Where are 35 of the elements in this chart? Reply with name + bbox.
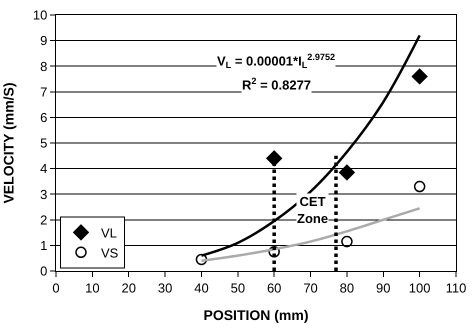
y-axis-title: VELOCITY (mm/S): [0, 82, 17, 204]
point: [414, 180, 426, 192]
x-tick-label: 50: [230, 280, 246, 296]
x-axis-title: POSITION (mm): [203, 306, 309, 323]
point: [339, 164, 355, 180]
y-tick-label: 6: [40, 110, 48, 125]
x-tick-label: 30: [158, 280, 172, 296]
x-tick-label: 60: [266, 280, 282, 296]
point: [196, 254, 208, 266]
x-tick-label: 10: [85, 280, 100, 296]
legend-label: VS: [101, 245, 119, 260]
point: [412, 68, 428, 84]
annotation: R$^{2}$ = 0.8277: [242, 76, 312, 92]
y-tick-label: 9: [40, 33, 48, 48]
y-tick-label: 8: [40, 58, 48, 74]
x-tick-label: 80: [340, 280, 354, 296]
x-tick-label: 0: [52, 280, 60, 296]
legend-label: VL: [101, 225, 117, 240]
annotation: CET Zone: [297, 194, 328, 226]
x-tick-label: 20: [121, 280, 136, 296]
y-tick-label: 1: [40, 238, 48, 253]
x-tick-label: 40: [194, 280, 209, 296]
y-tick-label: 0: [40, 264, 48, 279]
point: [341, 236, 353, 248]
y-tick-label: 4: [40, 161, 48, 176]
x-tick-label: 70: [303, 280, 318, 296]
x-tick-label: 110: [446, 280, 466, 296]
y-tick-label: 2: [40, 212, 48, 228]
point: [268, 246, 280, 258]
y-tick-label: 3: [40, 186, 48, 202]
y-tick-label: 10: [32, 8, 48, 23]
x-tick-label: 100: [408, 280, 430, 296]
x-tick-label: 90: [376, 280, 391, 296]
y-tick-label: 5: [40, 136, 48, 151]
y-tick-label: 7: [40, 84, 48, 100]
